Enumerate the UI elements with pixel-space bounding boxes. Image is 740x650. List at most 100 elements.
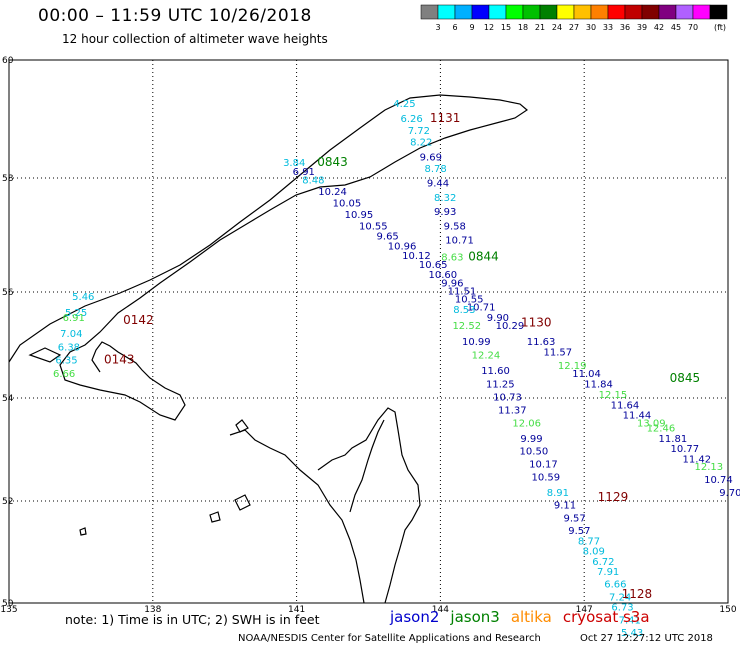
- pass-time-label: 0844: [468, 250, 499, 264]
- swh-value: 10.17: [529, 460, 558, 471]
- swh-value: 11.42: [683, 454, 712, 465]
- swh-value: 11.04: [572, 369, 601, 380]
- color-scale-label: 3: [435, 23, 440, 32]
- lat-tick-label: 56: [2, 288, 14, 298]
- pass-time-label: 0143: [104, 353, 135, 367]
- swh-value: 10.05: [333, 199, 362, 210]
- swh-value: 12.24: [472, 350, 501, 361]
- swh-value: 9.44: [427, 179, 449, 190]
- swh-value: 6.35: [55, 356, 77, 367]
- color-scale-label: 24: [552, 23, 562, 32]
- color-swatch: [420, 4, 439, 20]
- pass-time-label: 0845: [670, 371, 701, 385]
- sakhalin-coast: [317, 407, 421, 604]
- swh-value: 11.51: [448, 287, 477, 298]
- color-scale-label: 70: [688, 23, 698, 32]
- swh-value: 9.70: [719, 488, 740, 499]
- swh-value: 12.19: [558, 361, 587, 372]
- swh-value: 12.13: [695, 462, 724, 473]
- pass-time-label: 1130: [521, 315, 552, 329]
- lat-tick-label: 60: [2, 56, 14, 66]
- lon-tick-label: 138: [144, 605, 161, 615]
- color-scale-label: 36: [620, 23, 630, 32]
- swh-value: 10.99: [462, 337, 491, 348]
- swh-value: 6.38: [58, 342, 80, 353]
- pass-time-label: 1131: [430, 111, 461, 125]
- page-subtitle: 12 hour collection of altimeter wave hei…: [62, 32, 328, 46]
- color-scale-label: 42: [654, 23, 664, 32]
- swh-value: 8.32: [434, 193, 456, 204]
- swh-value: 10.60: [428, 270, 457, 281]
- swh-value: 8.48: [302, 176, 324, 187]
- swh-value: 6.66: [53, 369, 75, 380]
- color-swatch: [505, 4, 524, 20]
- swh-value: 10.71: [467, 303, 496, 314]
- swh-value: 6.73: [611, 603, 633, 614]
- color-swatch: [658, 4, 677, 20]
- color-scale-label: 21: [535, 23, 545, 32]
- color-scale-label: 33: [603, 23, 613, 32]
- swh-value: 10.65: [419, 260, 448, 271]
- color-scale-label: 9: [469, 23, 474, 32]
- swh-value: 10.73: [493, 393, 522, 404]
- color-swatch: [471, 4, 490, 20]
- swh-value: 12.46: [647, 423, 676, 434]
- color-scale-unit: (ft): [714, 23, 726, 32]
- swh-value: 5.25: [65, 308, 87, 319]
- color-swatch: [607, 4, 626, 20]
- longitude-labels: 135 138 141 144 147 150: [0, 605, 736, 615]
- swh-value: 10.71: [445, 236, 474, 247]
- swh-value: 6.91: [63, 313, 85, 324]
- swh-values: 4.25 6.267.728.22 9.698.78 9.44 8.32 9.93 9.58…: [53, 99, 740, 639]
- swh-value: 11.57: [544, 348, 573, 359]
- swh-value: 10.74: [704, 475, 733, 486]
- swh-value: 7.24: [609, 592, 631, 603]
- color-swatch: [590, 4, 609, 20]
- swh-value: 10.24: [318, 187, 347, 198]
- lat-lon-grid: [9, 60, 728, 603]
- color-swatch: [573, 4, 592, 20]
- legend-entry: jason3: [450, 608, 500, 626]
- swh-value: 8.22: [410, 138, 432, 149]
- color-swatch: [709, 4, 728, 20]
- swh-value: 9.99: [520, 434, 542, 445]
- color-swatch: [488, 4, 507, 20]
- legend-entry: cryosat s3a: [562, 608, 650, 626]
- swh-value: 9.57: [563, 513, 585, 524]
- lat-tick-label: 50: [2, 599, 14, 609]
- island-1: [28, 347, 62, 363]
- color-scale-label: 27: [569, 23, 579, 32]
- swh-value: 8.78: [424, 164, 446, 175]
- lat-tick-label: 52: [2, 497, 13, 507]
- color-scale-bar: 3 6 9 12 15 18 21 24 27 30 33 36 39 42 45 70 (ft): [420, 4, 728, 32]
- swh-value: 8.91: [547, 488, 569, 499]
- lon-tick-label: 150: [719, 605, 736, 615]
- color-scale-label: 18: [518, 23, 528, 32]
- pass-time-label: 1128: [622, 587, 653, 601]
- swh-value: 11.81: [659, 434, 688, 445]
- swh-value: 9.90: [487, 313, 509, 324]
- swh-value: 11.37: [498, 405, 527, 416]
- swh-value: 13.09: [637, 418, 666, 429]
- swh-value: 3.84: [283, 158, 305, 169]
- swh-value: 11.63: [527, 337, 556, 348]
- swh-value: 6.66: [604, 580, 626, 591]
- swh-value: 10.55: [359, 221, 388, 232]
- swh-value: 8.09: [583, 547, 605, 558]
- swh-value: 6.72: [592, 557, 614, 568]
- swh-value: 9.11: [554, 501, 576, 512]
- swh-value: 11.64: [611, 400, 640, 411]
- swh-value: 10.77: [671, 444, 700, 455]
- swh-value: 7.41: [619, 615, 641, 626]
- swh-value: 9.65: [377, 232, 399, 243]
- island-4: [79, 527, 87, 536]
- swh-value: 11.60: [481, 366, 510, 377]
- swh-value: 7.04: [60, 329, 82, 340]
- pass-time-label: 1129: [598, 490, 629, 504]
- latitude-labels: 50 52 54 56 58 60: [2, 56, 14, 609]
- lat-tick-label: 54: [2, 394, 14, 404]
- sakhalin-east: [349, 419, 385, 513]
- pass-time-label: 0843: [317, 155, 348, 169]
- swh-value: 5.46: [72, 292, 94, 303]
- coastline: [8, 94, 528, 604]
